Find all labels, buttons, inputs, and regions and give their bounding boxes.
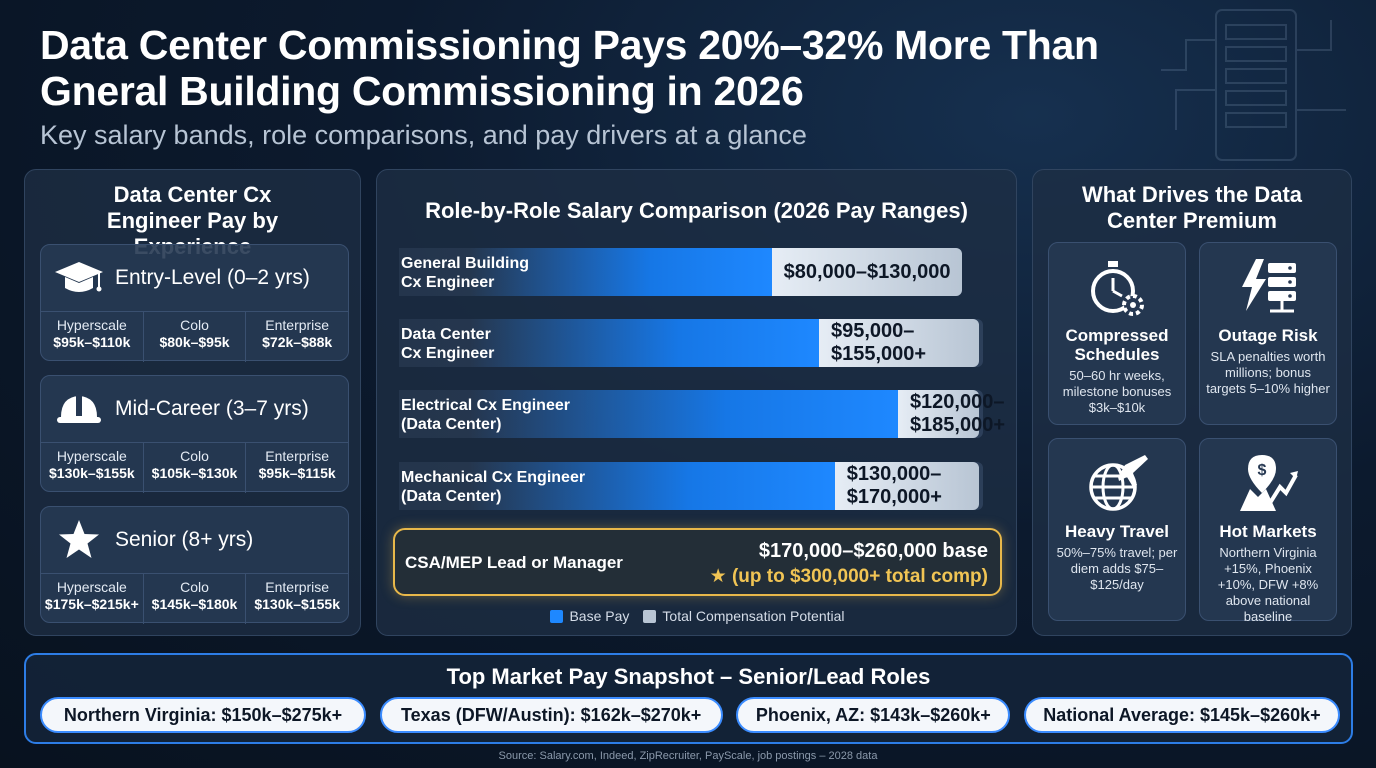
driver-card-travel: Heavy Travel 50%–75% travel; per diem ad… — [1048, 438, 1186, 621]
chart-title: Role-by-Role Salary Comparison (2026 Pay… — [425, 198, 968, 223]
bar-base-pay — [469, 248, 772, 296]
lead-total-comp: ★ (up to $300,000+ total comp) — [709, 566, 988, 587]
exp-col-header: Enterprise — [265, 579, 330, 595]
driver-desc: SLA penalties worth millions; bonus targ… — [1206, 349, 1330, 396]
driver-title: Compressed Schedules — [1065, 326, 1169, 364]
legend-label: Total Compensation Potential — [662, 608, 845, 624]
market-pill-texas: Texas (DFW/Austin): $162k–$270k+ — [379, 697, 723, 733]
exp-col-header: Hyperscale — [56, 448, 127, 464]
legend-swatch-base — [550, 609, 564, 623]
exp-col-value: $130k–$155k — [254, 596, 340, 612]
star-icon — [59, 520, 99, 558]
lead-label: CSA/MEP Lead or Manager — [405, 553, 623, 572]
market-snapshot-title: Top Market Pay Snapshot – Senior/Lead Ro… — [446, 664, 931, 689]
market-pill-national: National Average: $145k–$260k+ — [1023, 697, 1340, 733]
driver-card-schedules: Compressed Schedules 50–60 hr weeks, mil… — [1048, 242, 1186, 425]
exp-col-value: $95k–$110k — [53, 334, 131, 350]
exp-col-value: $72k–$88k — [262, 334, 333, 350]
chart-legend: Base Pay Total Compensation Potential — [377, 608, 1018, 624]
driver-title: Heavy Travel — [1065, 522, 1169, 541]
graduation-cap-icon — [55, 262, 103, 292]
hard-hat-icon — [57, 394, 101, 423]
exp-col-header: Colo — [180, 579, 209, 595]
legend-item-total: Total Compensation Potential — [643, 608, 845, 624]
market-pills: Northern Virginia: $150k–$275k+ Texas (D… — [40, 697, 1340, 733]
exp-col-header: Colo — [180, 448, 209, 464]
driver-desc: 50%–75% travel; per diem adds $75–$125/d… — [1056, 545, 1178, 592]
salary-comparison-panel: Role-by-Role Salary Comparison (2026 Pay… — [376, 169, 1017, 636]
entry-level-card: Entry-Level (0–2 yrs) Hyperscale $95k–$11… — [40, 244, 349, 362]
bar-range-label: $120,000–$185,000+ — [897, 390, 1005, 438]
globe-plane-icon — [1089, 455, 1148, 511]
stopwatch-gear-icon — [1091, 261, 1144, 316]
bar-row: $95,000–$155,000+ Data Center Cx Engineer — [399, 319, 999, 369]
bar-category-label: Mechanical Cx Engineer (Data Center) — [401, 469, 586, 505]
page-subtitle: Key salary bands, role comparisons, and … — [40, 120, 807, 150]
source-note: Source: Salary.com, Indeed, ZipRecruiter… — [498, 750, 878, 762]
senior-card: Senior (8+ yrs) Hyperscale $175k–$215k+ C… — [40, 506, 349, 624]
exp-col-value: $105k–$130k — [151, 465, 238, 481]
exp-col-header: Hyperscale — [56, 317, 127, 333]
exp-col-value: $95k–$115k — [258, 465, 336, 481]
bar-range-label: $80,000–$130,000 — [771, 248, 962, 296]
driver-desc: Northern Virginia +15%, Phoenix +10%, DF… — [1217, 545, 1319, 624]
drivers-panel: What Drives the Data Center Premium Comp… — [1032, 169, 1352, 636]
map-pin-dollar-icon: $ — [1240, 455, 1298, 511]
exp-col-header: Colo — [180, 317, 209, 333]
bar-range-label: $130,000–$170,000+ — [834, 462, 979, 510]
bar-category-label: Electrical Cx Engineer (Data Center) — [401, 397, 570, 433]
experience-panel: Data Center Cx Engineer Pay by Experienc… — [24, 169, 361, 636]
market-pill-northern-virginia: Northern Virginia: $150k–$275k+ — [40, 697, 366, 733]
exp-col-header: Hyperscale — [56, 579, 127, 595]
exp-col-header: Enterprise — [265, 317, 330, 333]
driver-card-outage: Outage Risk SLA penalties worth millions… — [1199, 242, 1337, 425]
legend-label: Base Pay — [569, 608, 630, 624]
market-pill-phoenix: Phoenix, AZ: $143k–$260k+ — [736, 697, 1011, 733]
bar-range-label: $95,000–$155,000+ — [819, 319, 979, 367]
legend-swatch-total — [643, 609, 657, 623]
server-rack-background-icon — [1161, 9, 1346, 161]
page-title: Data Center Commissioning Pays 20%–32% M… — [40, 22, 1099, 114]
bar-base-pay — [469, 319, 819, 367]
exp-col-value: $175k–$215k+ — [44, 596, 139, 612]
exp-col-header: Enterprise — [265, 448, 330, 464]
drivers-panel-title: What Drives the Data Center Premium — [1081, 182, 1303, 233]
exp-col-value: $130k–$155k — [49, 465, 135, 481]
driver-card-markets: $ Hot Markets Northern Virginia +15%, Ph… — [1199, 438, 1337, 624]
server-lightning-icon — [1242, 259, 1296, 313]
bar-base-pay — [469, 390, 898, 438]
bar-row: $130,000–$170,000+ Mechanical Cx Engineer… — [399, 462, 999, 512]
exp-col-value: $145k–$180k — [151, 596, 238, 612]
bar-base-pay — [469, 462, 835, 510]
bar-row: $120,000–$185,000+ Electrical Cx Engineer… — [399, 390, 1005, 440]
driver-title: Hot Markets — [1219, 522, 1317, 541]
lead-base-range: $170,000–$260,000 base — [758, 540, 988, 562]
bar-row: $80,000–$130,000 General Building Cx Engin… — [399, 248, 999, 298]
exp-level-label: Entry-Level (0–2 yrs) — [115, 266, 310, 289]
bar-category-label: General Building Cx Engineer — [401, 255, 530, 291]
mid-career-card: Mid-Career (3–7 yrs) Hyperscale $130k–$15… — [40, 375, 349, 493]
legend-item-base: Base Pay — [550, 608, 629, 624]
exp-level-label: Mid-Career (3–7 yrs) — [115, 397, 309, 420]
lead-manager-callout: CSA/MEP Lead or Manager $170,000–$260,00… — [393, 528, 1002, 596]
bar-category-label: Data Center Cx Engineer — [401, 326, 495, 362]
exp-level-label: Senior (8+ yrs) — [115, 528, 254, 551]
exp-col-value: $80k–$95k — [159, 334, 230, 350]
driver-desc: 50–60 hr weeks, milestone bonuses $3k–$1… — [1062, 368, 1172, 415]
driver-title: Outage Risk — [1218, 326, 1318, 345]
market-snapshot-panel: Top Market Pay Snapshot – Senior/Lead Ro… — [24, 653, 1353, 744]
svg-text:$: $ — [1258, 462, 1267, 479]
